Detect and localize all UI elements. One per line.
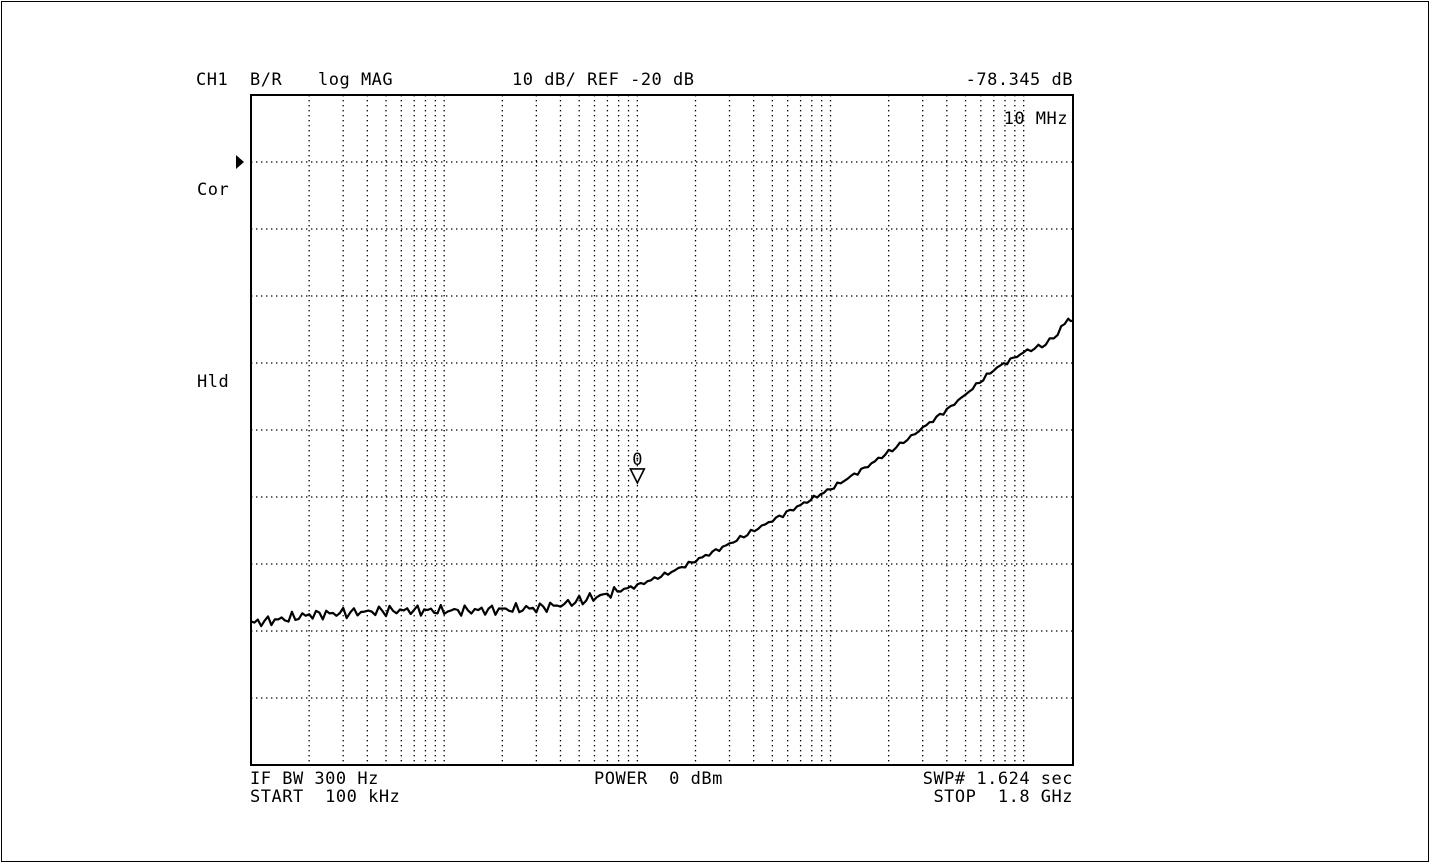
marker-freq-label: 10 MHz	[980, 110, 1068, 128]
hld-label: Hld	[197, 372, 230, 392]
power-label: POWER 0 dBm	[594, 769, 723, 789]
marker-triangle	[629, 468, 646, 485]
sweep-label: SWP# 1.624 sec	[922, 769, 1073, 789]
format-label: log MAG	[318, 70, 394, 90]
reference-level-pointer	[236, 155, 244, 169]
if-bw-label: IF BW 300 Hz	[250, 769, 379, 789]
marker-value-label: -78.345 dB	[965, 70, 1073, 90]
marker-label: 0	[632, 450, 642, 470]
start-label: START 100 kHz	[250, 787, 401, 807]
scale-label: 10 dB/ REF -20 dB	[512, 70, 695, 90]
trace-line	[250, 317, 1074, 628]
cor-label: Cor	[197, 180, 230, 200]
plot-border	[250, 94, 1074, 766]
channel-label: CH1	[196, 70, 229, 90]
stop-label: STOP 1.8 GHz	[933, 787, 1073, 807]
measurement-label: B/R	[250, 70, 283, 90]
